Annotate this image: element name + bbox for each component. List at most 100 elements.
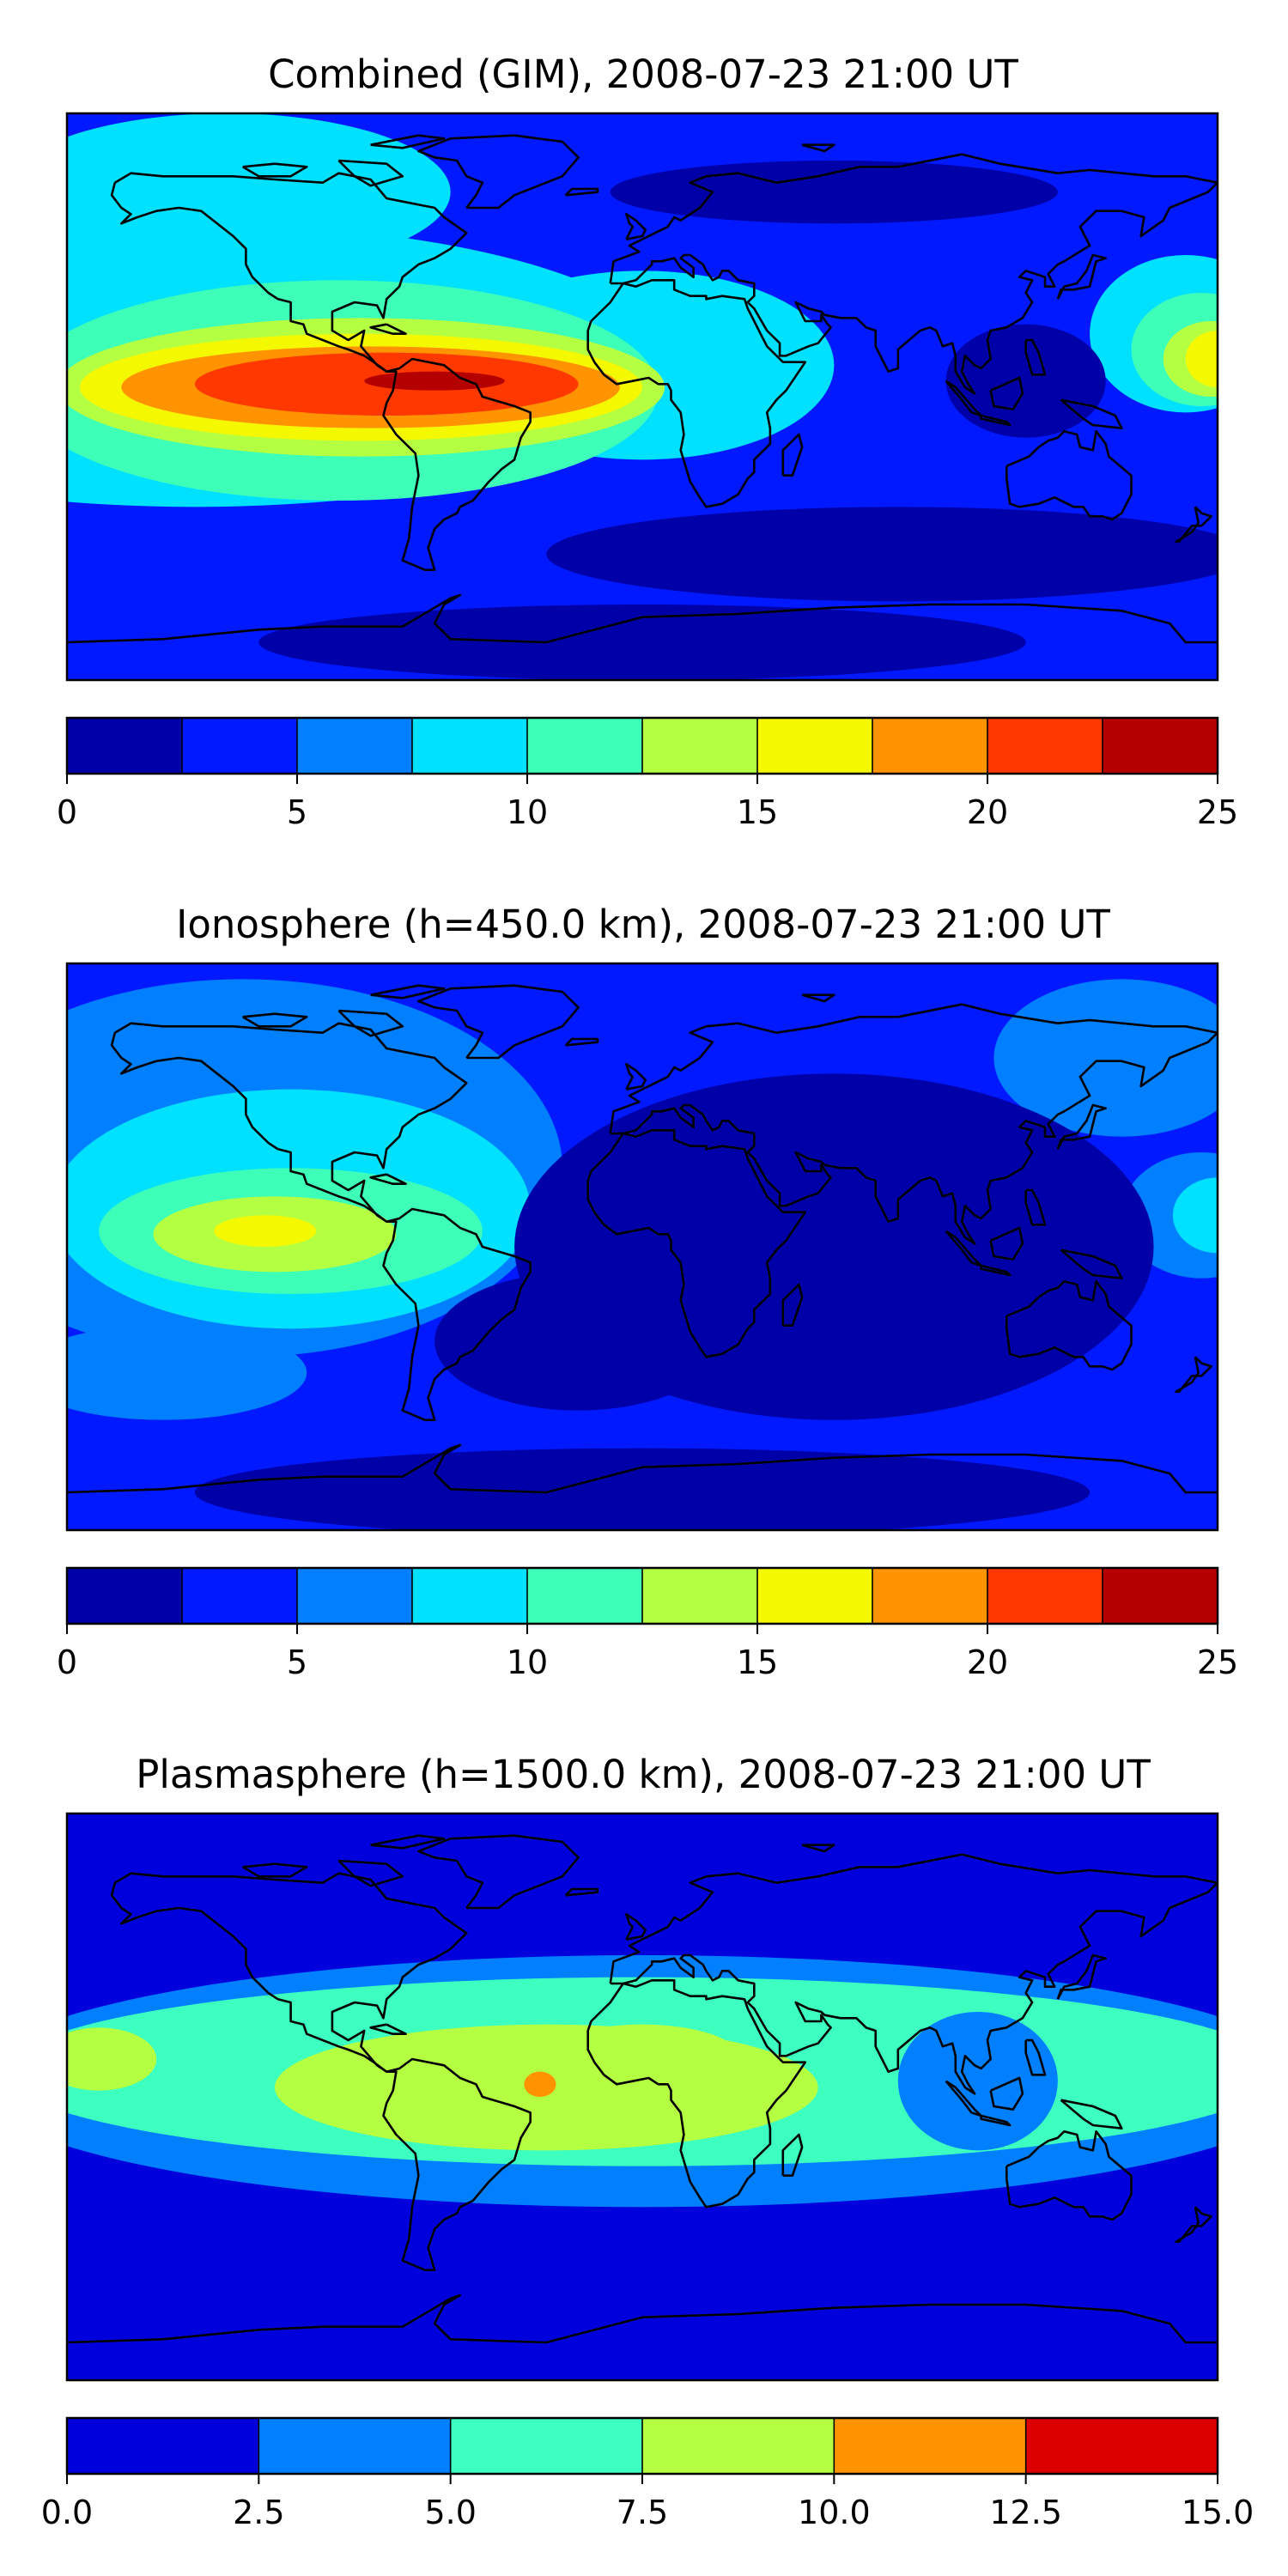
coastline <box>1024 1188 1047 1226</box>
coastline <box>801 1844 835 1853</box>
coastline <box>564 187 599 197</box>
coastline <box>1056 1953 1107 2000</box>
colorbar-tick-label: 2.5 <box>233 2494 284 2531</box>
colorbar-segment <box>450 2418 643 2474</box>
colorbar-segment <box>412 1568 528 1624</box>
contour-region <box>67 1325 307 1420</box>
coastline <box>980 414 1012 427</box>
colorbar-tick-label: 10 <box>507 1643 548 1681</box>
colorbar-tick-label: 7.5 <box>617 2494 668 2531</box>
coastline <box>110 1872 532 2271</box>
coastline <box>417 134 580 210</box>
colorbar: 0.0 2.5 5.0 7.5 10.0 12.5 15.0 <box>41 2416 1255 2531</box>
contour-region <box>67 2027 157 2091</box>
coastline <box>564 1037 599 1047</box>
coastline <box>369 2023 407 2035</box>
coastline <box>1005 1280 1133 1371</box>
coastline <box>781 2133 804 2177</box>
coastline <box>1005 430 1133 521</box>
coastline <box>417 1834 580 1910</box>
coastline <box>67 2293 1218 2344</box>
map-area <box>65 112 1219 682</box>
colorbar-tick-label: 10.0 <box>798 2494 871 2531</box>
coastline <box>369 1173 407 1185</box>
colorbar-segment <box>527 718 643 774</box>
coastline <box>609 153 1218 395</box>
contour-region <box>1185 331 1218 387</box>
coastline <box>609 1003 1218 1245</box>
coastline <box>1056 1103 1107 1150</box>
panel-ionosphere: Ionosphere (h=450.0 km), 2008-07-23 21:0… <box>57 902 1238 1681</box>
colorbar-tick-label: 20 <box>967 793 1008 831</box>
contour-region <box>434 1272 723 1411</box>
coastline <box>801 143 835 153</box>
coastline <box>337 159 404 187</box>
colorbar-tick-label: 5.0 <box>424 2494 476 2531</box>
colorbar-tick-label: 20 <box>967 1643 1008 1681</box>
coastline <box>781 433 804 477</box>
colorbar-frame <box>65 716 1219 775</box>
coastline <box>1175 1356 1212 1393</box>
coastline <box>1024 338 1047 376</box>
coastline <box>1060 398 1123 429</box>
coastline <box>67 593 1218 644</box>
coastline <box>110 1022 532 1421</box>
contour-region <box>546 507 1218 602</box>
coastline <box>337 1859 404 1887</box>
colorbar-segment <box>987 1568 1103 1624</box>
colorbar-segment <box>642 718 758 774</box>
panel-plasmasphere: Plasmasphere (h=1500.0 km), 2008-07-23 2… <box>41 1752 1255 2531</box>
coastline <box>1175 2206 1212 2243</box>
coastline <box>370 984 446 999</box>
coastline <box>586 1129 807 1358</box>
coastline <box>1005 2130 1133 2221</box>
colorbar-segment <box>872 718 988 774</box>
colorbar-tick-label: 0 <box>57 1643 77 1681</box>
colorbar-segment <box>1103 718 1218 774</box>
coastline <box>625 1913 647 1941</box>
colorbar-segment <box>642 1568 758 1624</box>
coastline <box>1060 2099 1123 2129</box>
map-area <box>65 1812 1219 2382</box>
coastline <box>625 213 647 240</box>
coastline <box>586 279 807 508</box>
coastline <box>242 1862 308 1878</box>
contour-region <box>214 1215 317 1247</box>
colorbar-tick-label: 15.0 <box>1182 2494 1255 2531</box>
contour-region <box>897 2012 1058 2151</box>
coastline <box>625 1063 647 1091</box>
colorbar-segment <box>297 718 413 774</box>
coastline <box>564 1887 599 1897</box>
coastline <box>1024 2038 1047 2076</box>
map-frame <box>65 962 1219 1532</box>
map-frame <box>65 112 1219 682</box>
colorbar-segment <box>834 2418 1027 2474</box>
colorbar-segment <box>182 718 298 774</box>
colorbar-tick-label: 5 <box>287 793 307 831</box>
coastline <box>242 162 308 178</box>
colorbar-tick-label: 5 <box>287 1643 307 1681</box>
coastline <box>1060 1249 1123 1279</box>
colorbar-tick-label: 25 <box>1197 793 1238 831</box>
colorbar-segment <box>67 2418 259 2474</box>
colorbar-tick-label: 25 <box>1197 1643 1238 1681</box>
contour-region <box>546 2024 738 2087</box>
colorbar-segment <box>642 2418 835 2474</box>
coastline <box>337 1009 404 1037</box>
colorbar-segment <box>182 1568 298 1624</box>
coastline <box>781 1283 804 1327</box>
coastline <box>609 1853 1218 2095</box>
coastline <box>980 1264 1012 1277</box>
colorbar-segment <box>1025 2418 1218 2474</box>
colorbar-segment <box>757 1568 873 1624</box>
colorbar-segment <box>67 718 183 774</box>
coastline <box>370 1834 446 1850</box>
coastline <box>980 2114 1012 2127</box>
coastline <box>989 2076 1024 2111</box>
panel-combined: Combined (GIM), 2008-07-23 21:00 UT 0 5 10… <box>57 52 1238 831</box>
coastline <box>1056 253 1107 300</box>
map-title: Combined (GIM), 2008-07-23 21:00 UT <box>268 52 1018 97</box>
colorbar-tick-label: 0 <box>57 793 77 831</box>
coastline <box>989 1226 1024 1261</box>
